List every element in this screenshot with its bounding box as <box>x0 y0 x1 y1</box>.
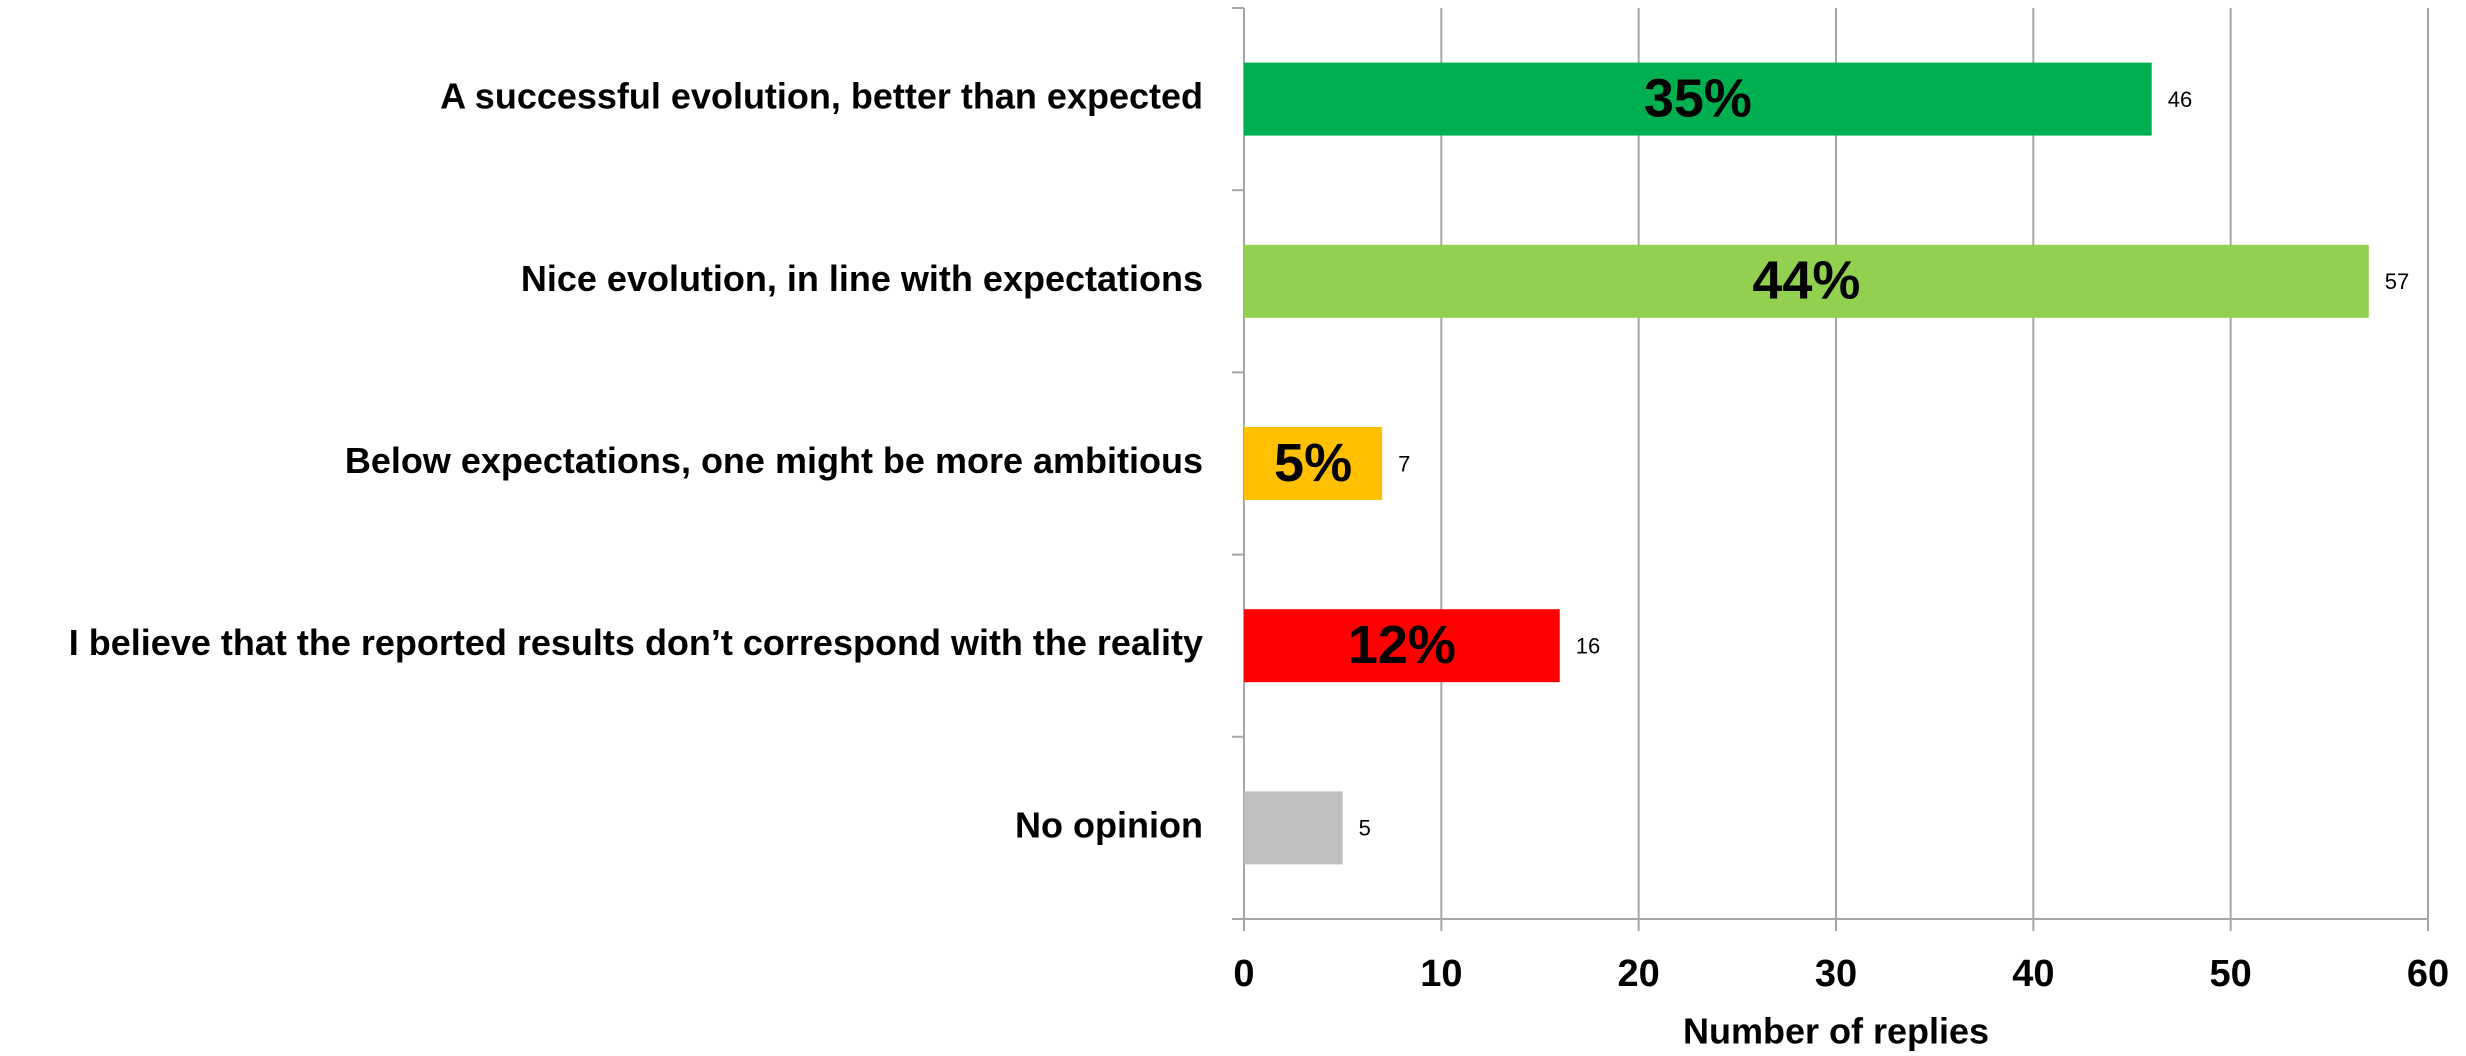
x-tick-label: 0 <box>1233 953 1254 995</box>
bar <box>1244 62 2152 136</box>
value-label: 16 <box>1576 634 1600 659</box>
category-label: Below expectations, one might be more am… <box>345 440 1203 481</box>
bar <box>1244 609 1560 683</box>
x-tick-label: 10 <box>1420 953 1462 995</box>
percent-label: 12% <box>1348 615 1456 675</box>
percent-label: 44% <box>1752 251 1860 311</box>
x-tick-label: 30 <box>1815 953 1857 995</box>
category-label: A successful evolution, better than expe… <box>440 76 1203 117</box>
category-label: I believe that the reported results don’… <box>69 622 1203 663</box>
bar <box>1244 244 2369 318</box>
percent-label: 5% <box>1274 433 1352 493</box>
x-axis-title: Number of replies <box>1683 1011 1989 1052</box>
percent-label: 35% <box>1644 68 1752 128</box>
bar <box>1244 427 1383 500</box>
x-tick-label: 50 <box>2210 953 2252 995</box>
value-label: 46 <box>2168 87 2192 112</box>
category-label: Nice evolution, in line with expectation… <box>521 258 1203 299</box>
value-label: 7 <box>1398 451 1410 476</box>
x-tick-label: 60 <box>2407 953 2449 995</box>
value-label: 57 <box>2385 269 2409 294</box>
category-label: No opinion <box>1015 804 1203 845</box>
bar <box>1244 791 1343 865</box>
value-label: 5 <box>1359 816 1371 841</box>
x-tick-label: 40 <box>2012 953 2054 995</box>
x-tick-label: 20 <box>1618 953 1660 995</box>
